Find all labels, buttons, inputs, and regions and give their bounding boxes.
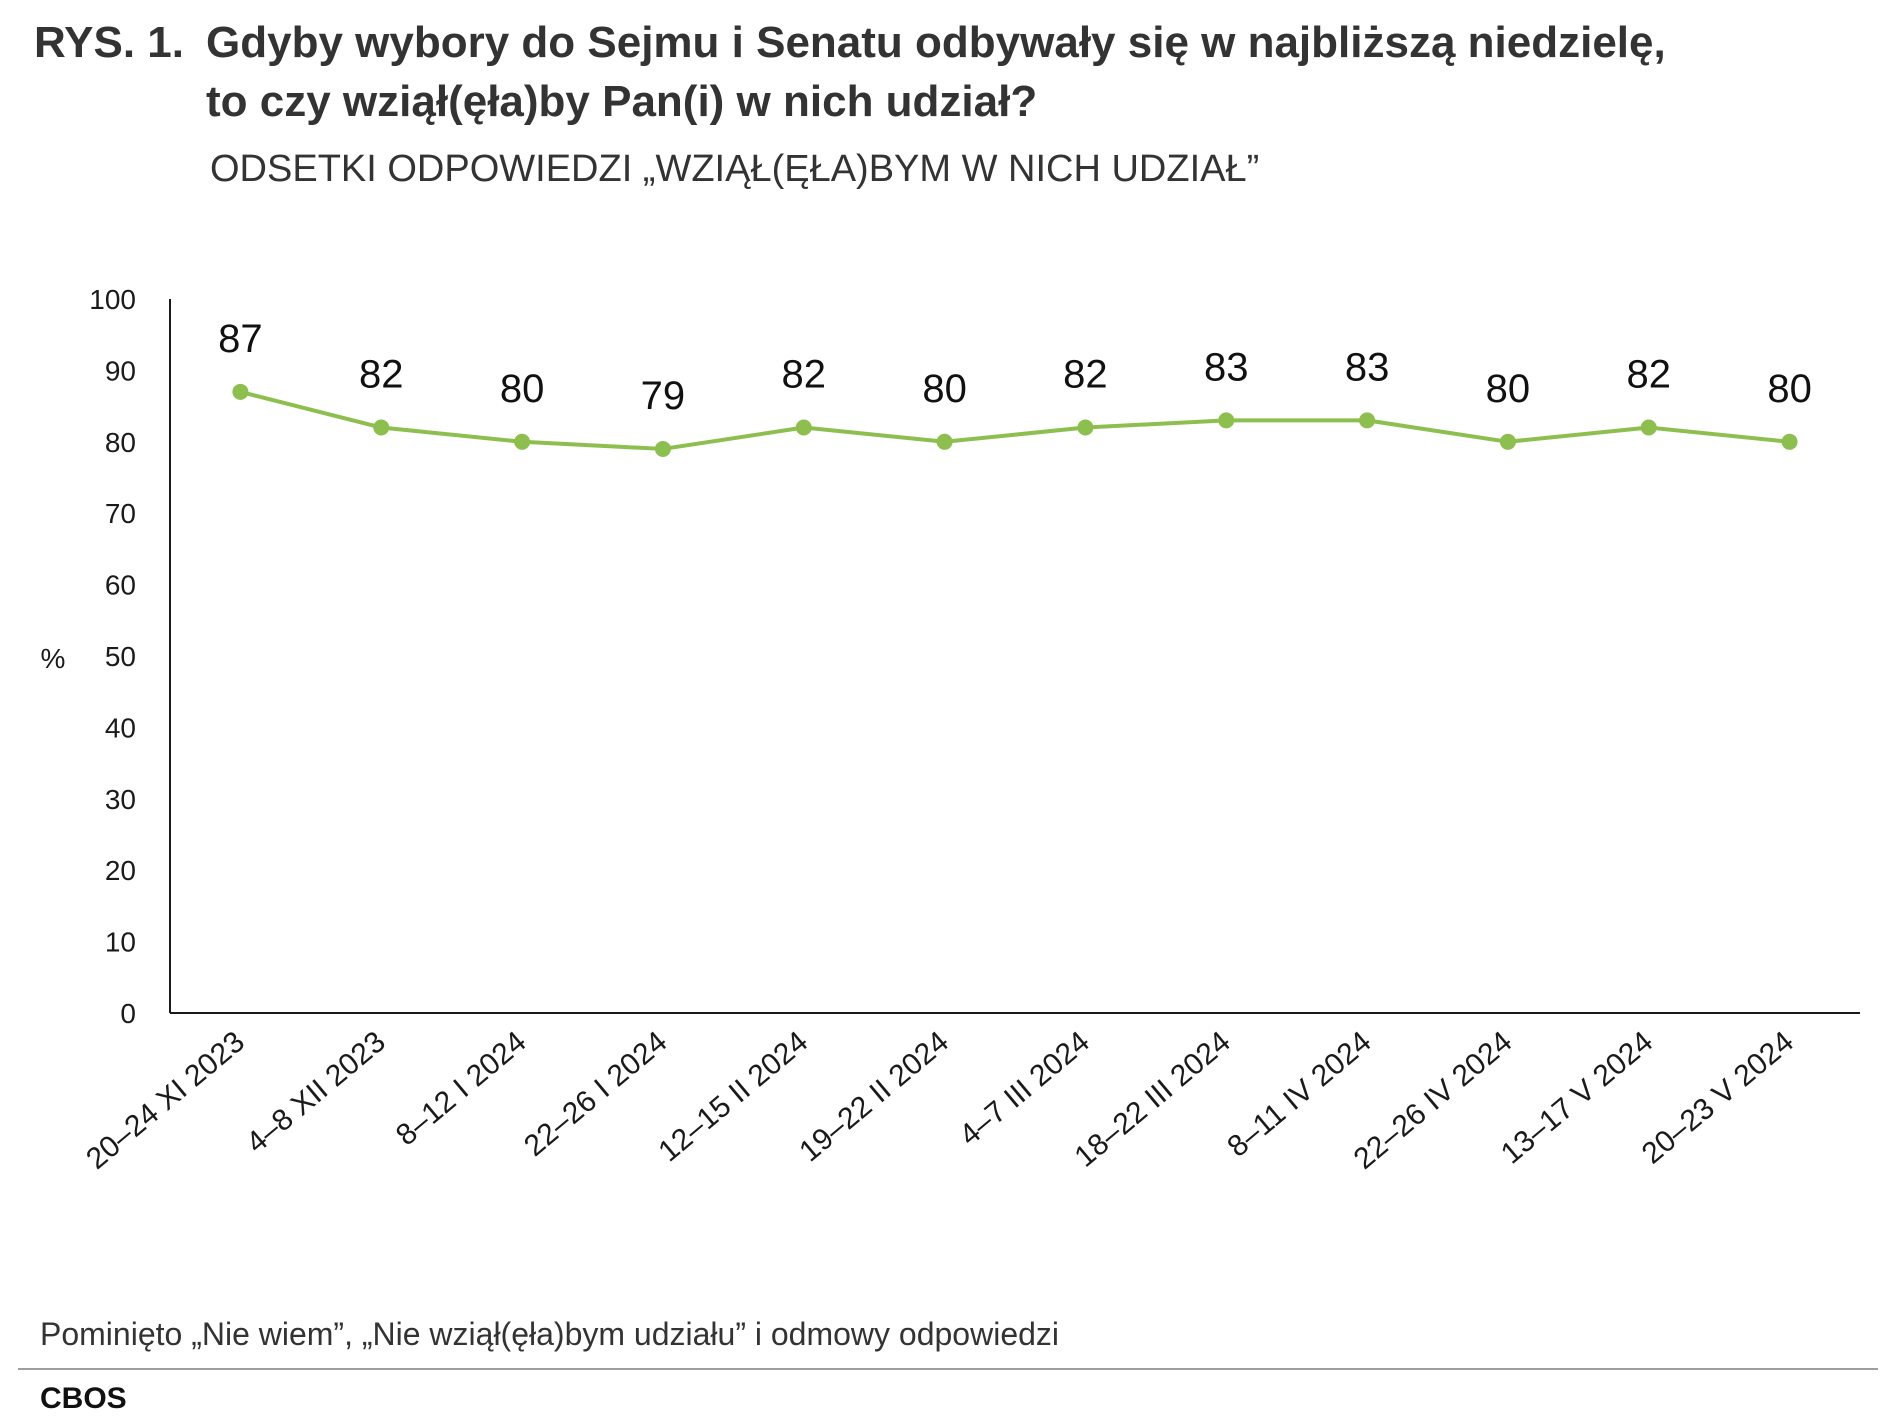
data-point: [373, 419, 390, 436]
data-label: 82: [359, 353, 404, 397]
data-label: 83: [1345, 345, 1390, 389]
data-point: [654, 440, 671, 457]
y-tick-label: 80: [105, 427, 136, 458]
y-tick-label: 100: [89, 284, 136, 315]
data-point: [795, 419, 812, 436]
x-tick-label: 20–24 XI 2023: [80, 1025, 251, 1176]
data-label: 80: [1486, 367, 1531, 411]
data-label: 83: [1204, 345, 1249, 389]
data-label: 79: [641, 374, 686, 418]
x-tick-label: 13–17 V 2024: [1495, 1025, 1659, 1170]
x-tick-label: 8–12 I 2024: [390, 1025, 533, 1152]
y-tick-label: 50: [105, 641, 136, 672]
data-label: 82: [782, 353, 827, 397]
y-axis-title: %: [41, 643, 66, 674]
data-point: [936, 433, 953, 450]
footer-divider: [18, 1368, 1878, 1370]
data-point: [1640, 419, 1657, 436]
chart-title-line-2: to czy wziął(ęła)by Pan(i) w nich udział…: [206, 77, 1038, 126]
source-label: CBOS: [40, 1382, 127, 1415]
x-tick-label: 4–8 XII 2023: [240, 1025, 392, 1160]
chart-axes: [169, 299, 1860, 1014]
data-label: 80: [1767, 367, 1812, 411]
data-label: 80: [922, 367, 967, 411]
x-tick-label: 8–11 IV 2024: [1221, 1025, 1377, 1164]
figure-number: RYS. 1.: [34, 18, 184, 67]
x-tick-label: 18–22 III 2024: [1069, 1025, 1237, 1174]
y-tick-label: 60: [105, 570, 136, 601]
line-chart: 0 10 20 30 40 50 60 70 80 90 100% 20–24 XI 20234–8…: [41, 284, 1860, 1176]
series-group: [232, 383, 1798, 457]
y-tick-label: 30: [105, 784, 136, 815]
data-label: 80: [500, 367, 545, 411]
x-tick-label: 12–15 II 2024: [652, 1025, 814, 1168]
data-point: [514, 433, 531, 450]
data-labels: 87 82 80 79 82 80 82 83 83 80 82 80: [218, 317, 1812, 418]
x-tick-label: 4–7 III 2024: [953, 1025, 1096, 1152]
y-axis-ticks: 0 10 20 30 40 50 60 70 80 90 100%: [41, 284, 136, 1029]
y-tick-label: 0: [120, 998, 136, 1029]
y-tick-label: 40: [105, 712, 136, 743]
data-label: 82: [1063, 353, 1108, 397]
chart-title-line-1: Gdyby wybory do Sejmu i Senatu odbywały …: [206, 18, 1666, 67]
data-point: [1781, 433, 1798, 450]
chart-subtitle: ODSETKI ODPOWIEDZI „WZIĄŁ(ĘŁA)BYM W NICH…: [210, 148, 1260, 190]
data-label: 82: [1627, 353, 1672, 397]
data-point: [232, 383, 249, 400]
data-point: [1077, 419, 1094, 436]
series-line: [239, 389, 1790, 451]
y-tick-label: 10: [105, 927, 136, 958]
x-tick-label: 19–22 II 2024: [793, 1025, 955, 1168]
x-tick-label: 22–26 I 2024: [518, 1025, 673, 1163]
y-tick-label: 20: [105, 855, 136, 886]
data-label: 87: [218, 317, 263, 361]
y-tick-label: 90: [105, 355, 136, 386]
x-tick-label: 20–23 V 2024: [1636, 1025, 1800, 1170]
y-tick-label: 70: [105, 498, 136, 529]
data-point: [1359, 412, 1376, 429]
data-point: [1499, 433, 1516, 450]
footnote: Pominięto „Nie wiem”, „Nie wziął(ęła)bym…: [40, 1316, 1060, 1352]
data-point: [1218, 412, 1235, 429]
